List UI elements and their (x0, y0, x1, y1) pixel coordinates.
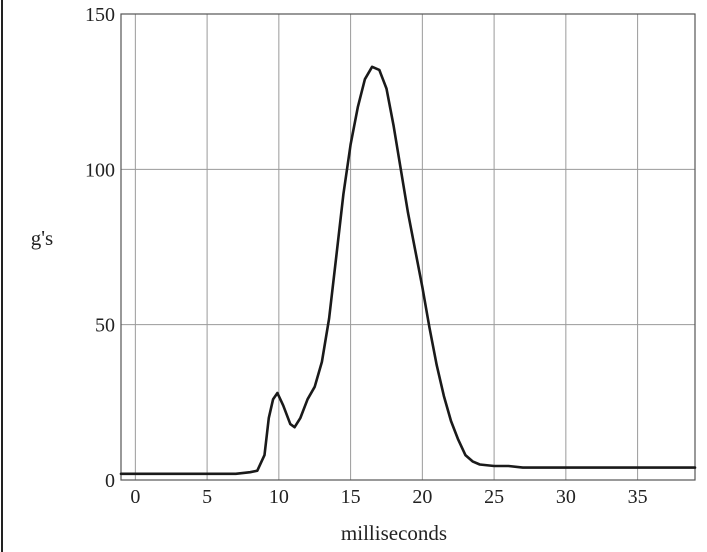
x-tick-label: 15 (341, 486, 361, 508)
x-tick-label: 25 (484, 486, 504, 508)
y-tick-label: 150 (85, 4, 115, 26)
tick-labels: 0 5 10 15 20 25 30 35 0 50 100 150 (85, 4, 648, 508)
x-tick-label: 35 (628, 486, 648, 508)
y-tick-label: 50 (95, 315, 115, 337)
x-tick-label: 30 (556, 486, 576, 508)
y-tick-label: 100 (85, 159, 115, 181)
x-tick-label: 0 (130, 486, 140, 508)
x-tick-label: 10 (269, 486, 289, 508)
x-axis-label: milliseconds (341, 521, 447, 545)
y-tick-label: 0 (105, 470, 115, 492)
x-tick-label: 5 (202, 486, 212, 508)
series-line (119, 65, 697, 476)
x-tick-label: 20 (412, 486, 432, 508)
grid (121, 13, 695, 481)
plot-frame (120, 13, 696, 481)
y-axis-label: g's (31, 226, 53, 250)
